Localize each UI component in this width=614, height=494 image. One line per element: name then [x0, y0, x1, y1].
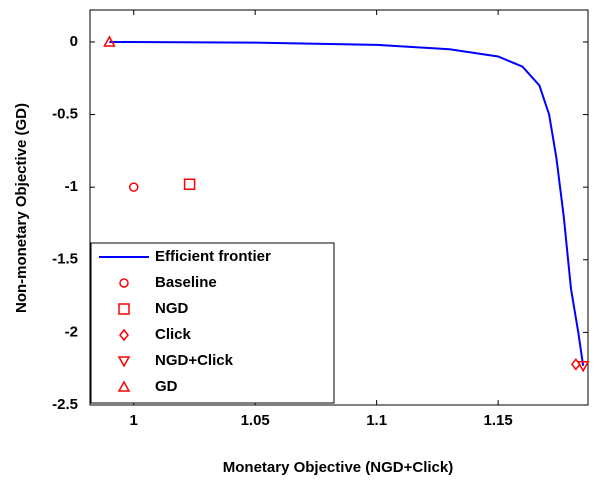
legend-label: Baseline: [155, 274, 217, 291]
y-tick-label: 0: [70, 33, 78, 50]
legend-label: NGD: [155, 300, 189, 317]
x-tick-label: 1.1: [366, 412, 387, 429]
legend-label: Click: [155, 326, 192, 343]
y-tick-label: -2.5: [52, 396, 78, 413]
legend-label: NGD+Click: [155, 352, 234, 369]
x-tick-label: 1.15: [484, 412, 513, 429]
data-point: [576, 361, 590, 373]
legend-label: GD: [155, 378, 178, 395]
x-tick-label: 1: [130, 412, 138, 429]
legend-label: Efficient frontier: [155, 248, 271, 265]
legend-marker: [119, 278, 129, 288]
y-tick-label: -2: [65, 323, 78, 340]
legend-marker: [118, 303, 130, 315]
data-point: [183, 178, 196, 191]
y-axis-label: Non-monetary Objective (GD): [13, 103, 30, 313]
data-point: [103, 35, 116, 47]
legend-marker: [117, 356, 131, 368]
x-tick-label: 1.05: [241, 412, 270, 429]
legend-box: [90, 242, 335, 404]
y-tick-label: -1.5: [52, 251, 78, 268]
legend-marker: [119, 328, 129, 342]
data-point: [128, 182, 139, 192]
frontier-line: [109, 40, 585, 366]
y-tick-label: -1: [65, 178, 78, 195]
legend-marker: [117, 380, 131, 392]
y-tick-label: -0.5: [52, 106, 78, 123]
x-axis-label: Monetary Objective (NGD+Click): [223, 459, 453, 476]
